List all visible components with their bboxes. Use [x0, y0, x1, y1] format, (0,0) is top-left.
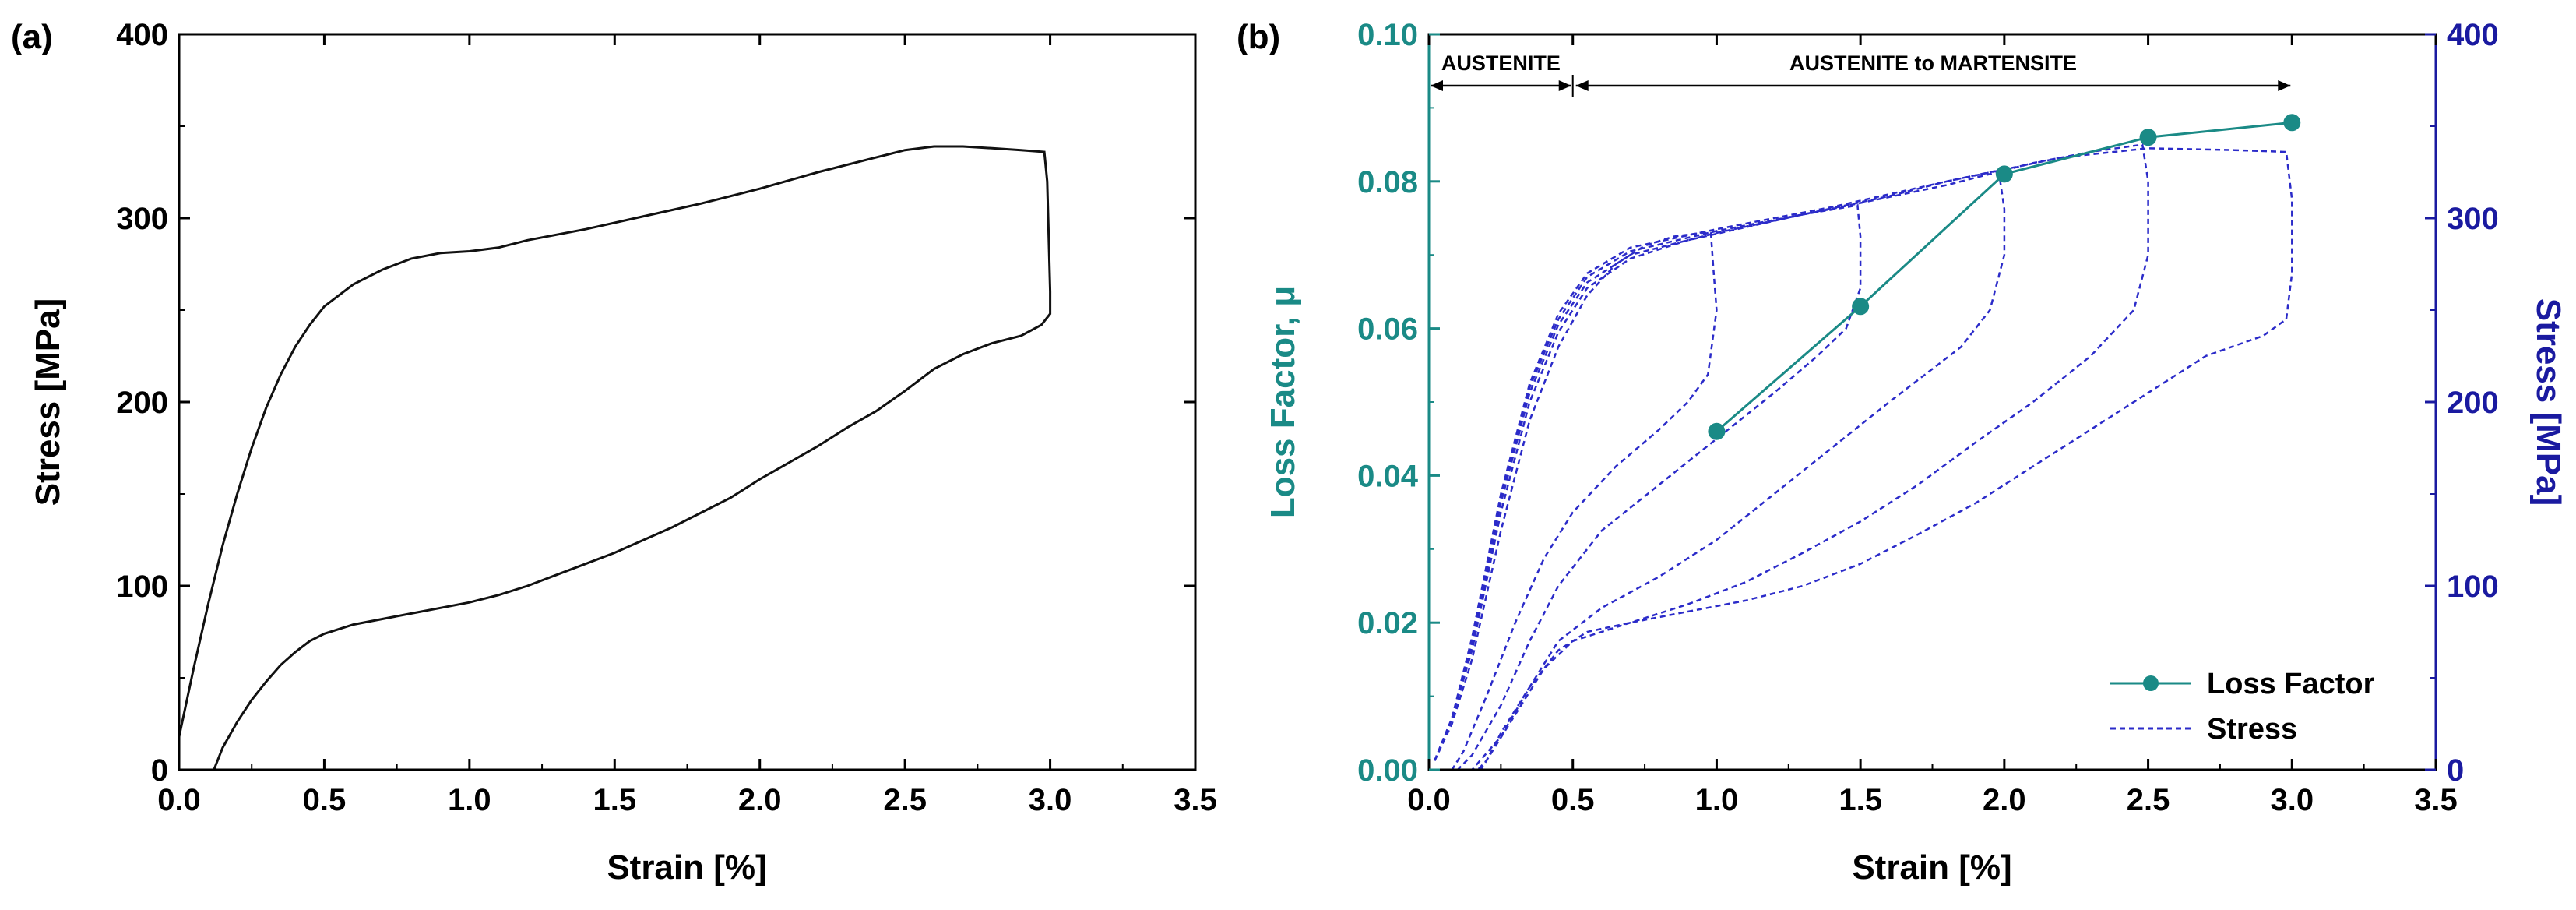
x-tick-label: 1.0	[1695, 783, 1739, 817]
stress-cycle-line	[1434, 143, 2149, 771]
phase-arrow-head-left	[1431, 80, 1443, 91]
x-tick-label: 0.0	[157, 783, 201, 817]
chart-b-loss-series	[1708, 114, 2301, 440]
chart-b-right-axis-title: Stress [MPa]	[2529, 298, 2567, 506]
y-tick-label: 200	[116, 386, 168, 420]
chart-a: (a) 0.0 0.5 1.0 1.5 2.0 2.5 3.0 3.5 0 100 200 300 4…	[11, 18, 1217, 887]
loss-factor-point	[1852, 298, 1870, 316]
chart-a-x-axis-title: Strain [%]	[607, 848, 766, 887]
y-right-tick-label: 300	[2447, 202, 2499, 236]
legend-loss-label: Loss Factor	[2207, 668, 2375, 700]
x-tick-label: 0.5	[303, 783, 347, 817]
y-left-tick-label: 0.02	[1357, 606, 1418, 640]
panel-label-a: (a)	[11, 18, 53, 56]
y-tick-label: 300	[116, 202, 168, 236]
x-tick-label: 2.0	[1983, 783, 2026, 817]
x-tick-label: 1.5	[1839, 783, 1882, 817]
y-right-tick-label: 0	[2447, 753, 2464, 788]
y-tick-label: 400	[116, 18, 168, 52]
stress-cycle-line	[1434, 204, 1862, 771]
stress-strain-line	[178, 145, 1052, 771]
x-tick-label: 2.0	[738, 783, 782, 817]
stress-cycle-line	[1434, 231, 1718, 771]
legend-loss-marker	[2143, 675, 2159, 691]
loss-factor-point	[1995, 165, 2013, 183]
chart-b-phases: AUSTENITE AUSTENITE to MARTENSITE	[1431, 51, 2291, 97]
chart-b-x-axis-title: Strain [%]	[1852, 848, 2011, 887]
y-left-tick-label: 0.00	[1357, 753, 1418, 788]
loss-factor-point	[2283, 114, 2301, 132]
loss-factor-point	[2139, 129, 2157, 146]
loss-factor-point	[1708, 422, 1726, 440]
chart-a-y-ticks: 0 100 200 300 400	[116, 18, 1195, 788]
y-right-tick-label: 400	[2447, 18, 2499, 52]
x-tick-label: 3.5	[1174, 783, 1217, 817]
phase-label: AUSTENITE	[1441, 51, 1561, 75]
x-tick-label: 1.0	[448, 783, 491, 817]
y-left-tick-label: 0.04	[1357, 459, 1419, 493]
chart-b: (b) 0.0 0.5 1.0 1.5 2.0 2.5 3.0 3.5 0.000.020.0…	[1237, 18, 2567, 887]
x-tick-label: 0.0	[1407, 783, 1451, 817]
y-left-tick-label: 0.08	[1357, 165, 1418, 199]
x-tick-label: 2.5	[2127, 783, 2170, 817]
panel-label-b: (b)	[1237, 18, 1280, 56]
chart-b-frame	[1427, 33, 2437, 771]
x-tick-label: 0.5	[1551, 783, 1595, 817]
chart-b-legend: Loss Factor Stress	[2110, 668, 2375, 746]
chart-b-left-axis-title: Loss Factor, μ	[1264, 286, 1302, 518]
chart-b-stress-series	[1434, 143, 2293, 771]
y-left-tick-label: 0.10	[1357, 18, 1418, 52]
phase-label: AUSTENITE to MARTENSITE	[1789, 51, 2077, 75]
x-tick-label: 1.5	[593, 783, 636, 817]
y-tick-label: 100	[116, 570, 168, 604]
phase-arrow-head-right	[1558, 80, 1571, 91]
y-right-tick-label: 200	[2447, 386, 2499, 420]
chart-b-y-right-ticks: 0 100 200 300 400	[2425, 18, 2499, 788]
chart-a-x-ticks: 0.0 0.5 1.0 1.5 2.0 2.5 3.0 3.5	[157, 34, 1217, 817]
chart-b-y-left-ticks: 0.00 0.02 0.04 0.06 0.08 0.10	[1357, 18, 1440, 788]
x-tick-label: 2.5	[883, 783, 927, 817]
stress-cycle-line	[1434, 147, 2293, 771]
phase-arrow-head-right	[2278, 80, 2291, 91]
x-tick-label: 3.5	[2414, 783, 2458, 817]
chart-a-frame	[178, 33, 1197, 771]
chart-a-y-axis-title: Stress [MPa]	[29, 298, 67, 506]
chart-a-series	[178, 145, 1052, 771]
x-tick-label: 3.0	[2270, 783, 2314, 817]
stress-cycle-line	[1434, 169, 2006, 771]
phase-arrow-head-left	[1575, 80, 1589, 91]
x-tick-label: 3.0	[1029, 783, 1072, 817]
y-right-tick-label: 100	[2447, 570, 2499, 604]
chart-b-x-ticks: 0.0 0.5 1.0 1.5 2.0 2.5 3.0 3.5	[1407, 34, 2458, 817]
y-tick-label: 0	[151, 753, 168, 788]
legend-stress-label: Stress	[2207, 713, 2297, 746]
y-left-tick-label: 0.06	[1357, 312, 1418, 347]
